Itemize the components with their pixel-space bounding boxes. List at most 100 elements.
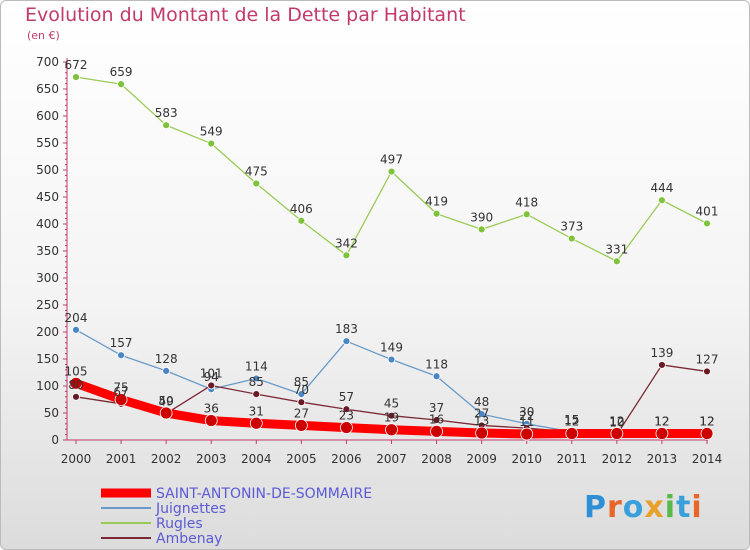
x-tick-label: 2009	[466, 452, 497, 466]
y-tick-label: 600	[36, 109, 59, 123]
data-point-saint-antonin-de-sommaire	[610, 427, 624, 440]
data-label-rugles: 401	[696, 204, 719, 218]
data-label-juignettes: 157	[110, 336, 133, 350]
logo-letter: o	[622, 490, 645, 525]
legend-label-rugles: Rugles	[156, 516, 203, 532]
x-tick-label: 2004	[241, 452, 272, 466]
chart-title: Evolution du Montant de la Dette par Hab…	[25, 4, 466, 26]
data-label-rugles: 406	[290, 202, 313, 216]
data-point-juignettes	[72, 325, 80, 334]
data-label-ambenay: 57	[339, 390, 354, 404]
data-label-saint-antonin-de-sommaire: 19	[384, 411, 399, 425]
proxiti-logo: Proxiti	[584, 490, 703, 525]
data-point-ambenay	[658, 361, 666, 369]
data-label-juignettes: 12	[654, 415, 669, 429]
data-label-saint-antonin-de-sommaire: 12	[609, 415, 624, 429]
x-tick-label: 2006	[331, 452, 362, 466]
data-point-juignettes	[387, 355, 396, 364]
data-label-ambenay: 70	[294, 383, 309, 397]
data-label-rugles: 390	[470, 210, 493, 224]
x-tick-label: 2008	[421, 452, 452, 466]
data-point-rugles	[297, 216, 306, 225]
data-point-ambenay	[342, 405, 351, 414]
legend-label-saint-antonin-de-sommaire: SAINT-ANTONIN-DE-SOMMAIRE	[156, 486, 372, 502]
data-point-juignettes	[477, 410, 486, 418]
data-label-ambenay: 127	[696, 352, 719, 366]
data-point-rugles	[72, 73, 80, 82]
y-tick-label: 650	[36, 82, 59, 96]
x-tick-label: 2002	[151, 452, 182, 466]
logo-letter: i	[691, 490, 703, 525]
data-point-saint-antonin-de-sommaire	[565, 427, 579, 440]
data-label-rugles: 583	[155, 106, 178, 120]
y-tick-label: 400	[36, 217, 59, 231]
data-point-rugles	[567, 234, 576, 243]
y-tick-label: 500	[36, 163, 59, 177]
data-label-ambenay: 27	[474, 406, 489, 420]
data-point-saint-antonin-de-sommaire	[294, 419, 308, 432]
data-label-rugles: 659	[110, 65, 133, 79]
data-point-juignettes	[342, 337, 351, 346]
data-point-saint-antonin-de-sommaire	[700, 427, 714, 440]
x-tick-label: 2014	[692, 452, 723, 466]
data-point-saint-antonin-de-sommaire	[520, 427, 534, 441]
y-tick-label: 150	[36, 352, 59, 366]
data-point-ambenay	[252, 390, 261, 399]
data-point-rugles	[612, 257, 621, 266]
data-point-saint-antonin-de-sommaire	[204, 414, 218, 427]
data-label-saint-antonin-de-sommaire: 12	[654, 415, 669, 429]
data-label-rugles: 331	[605, 242, 628, 256]
data-point-saint-antonin-de-sommaire	[385, 423, 398, 437]
data-label-saint-antonin-de-sommaire: 27	[294, 406, 309, 420]
data-label-saint-antonin-de-sommaire: 36	[204, 402, 219, 416]
data-point-saint-antonin-de-sommaire	[159, 406, 173, 420]
data-label-juignettes: 15	[564, 413, 579, 427]
data-label-rugles: 475	[245, 165, 268, 179]
data-point-ambenay	[207, 381, 216, 390]
data-label-ambenay: 80	[68, 378, 83, 392]
data-label-ambenay: 101	[200, 366, 223, 380]
y-tick-label: 350	[36, 244, 59, 258]
data-label-juignettes: 128	[155, 352, 178, 366]
data-label-saint-antonin-de-sommaire: 23	[339, 409, 354, 423]
y-tick-label: 550	[36, 136, 59, 150]
y-tick-label: 0	[51, 433, 59, 447]
y-tick-label: 50	[44, 406, 59, 420]
data-label-rugles: 444	[650, 181, 673, 195]
data-point-rugles	[207, 139, 216, 148]
logo-letter: i	[664, 490, 677, 525]
data-point-rugles	[658, 196, 666, 205]
data-label-saint-antonin-de-sommaire: 16	[429, 412, 444, 426]
data-label-ambenay: 15	[564, 413, 579, 427]
data-point-juignettes	[162, 366, 171, 375]
data-label-saint-antonin-de-sommaire: 12	[699, 415, 714, 429]
data-label-ambenay: 22	[519, 409, 534, 423]
data-label-rugles: 549	[200, 125, 223, 139]
chart-subtitle: (en €)	[27, 29, 60, 42]
x-tick-label: 2001	[106, 452, 137, 466]
data-point-ambenay	[72, 392, 80, 401]
data-point-saint-antonin-de-sommaire	[249, 416, 263, 430]
data-point-ambenay	[297, 398, 306, 407]
data-point-rugles	[162, 121, 171, 130]
data-point-juignettes	[117, 351, 125, 360]
x-tick-label: 2013	[647, 452, 678, 466]
data-label-saint-antonin-de-sommaire: 11	[519, 415, 534, 429]
data-label-ambenay: 49	[159, 395, 174, 409]
data-label-rugles: 373	[560, 220, 583, 234]
data-label-saint-antonin-de-sommaire: 105	[65, 364, 88, 378]
data-label-saint-antonin-de-sommaire: 50	[159, 394, 174, 408]
legend-label-juignettes: Juignettes	[155, 501, 226, 517]
x-tick-label: 2010	[511, 452, 542, 466]
data-point-ambenay	[387, 411, 396, 420]
legend-label-ambenay: Ambenay	[156, 531, 222, 547]
data-point-saint-antonin-de-sommaire	[69, 376, 83, 390]
x-tick-label: 2000	[61, 452, 92, 466]
logo-letter: P	[584, 490, 607, 525]
data-label-juignettes: 30	[519, 405, 534, 419]
data-point-rugles	[477, 225, 486, 234]
data-point-ambenay	[432, 416, 441, 424]
logo-letter: r	[607, 490, 623, 525]
